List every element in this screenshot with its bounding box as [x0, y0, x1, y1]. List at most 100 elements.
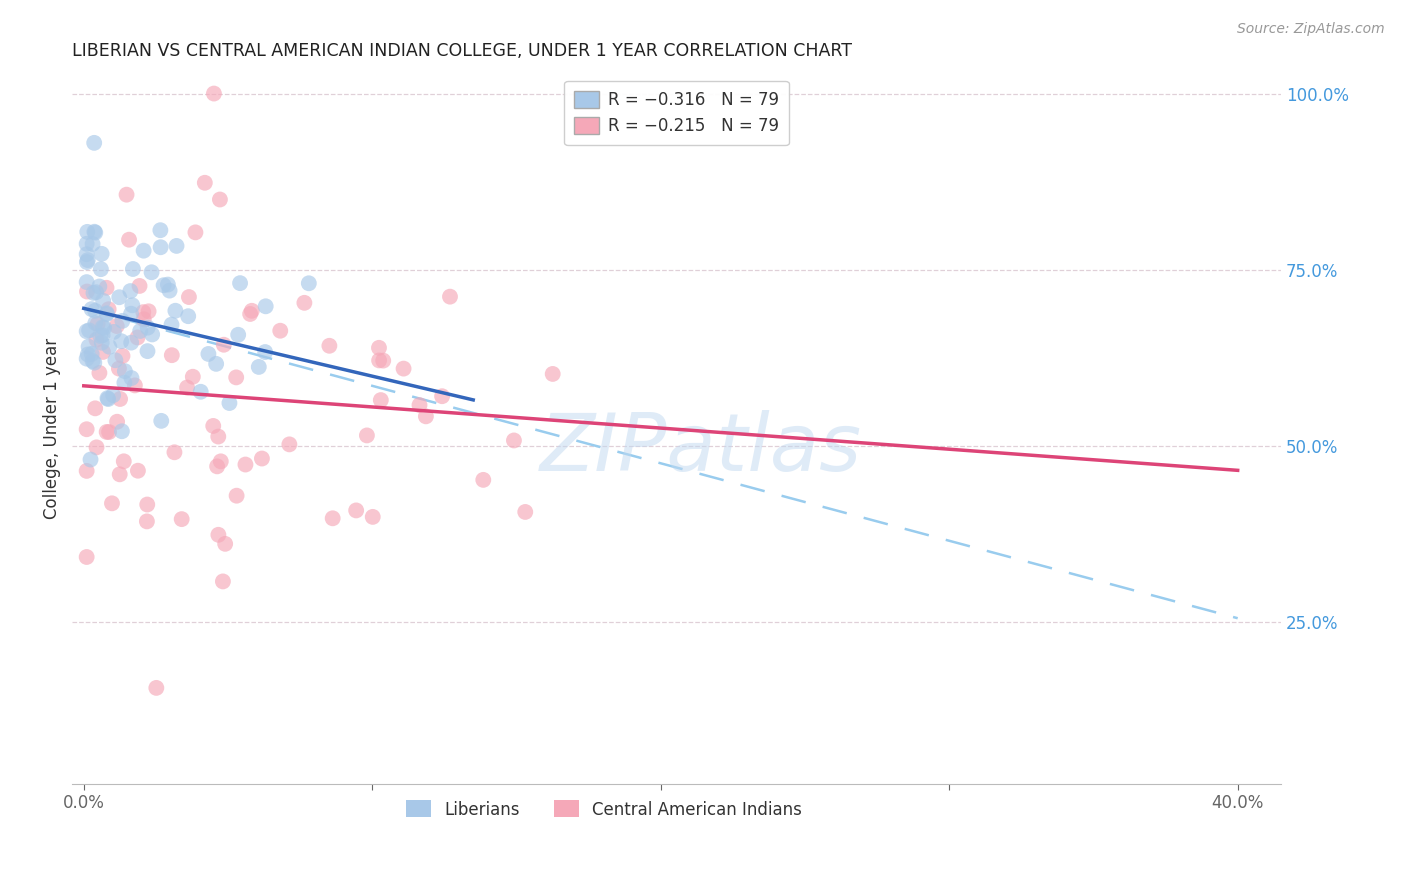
Point	[76, 549, 98, 564]
Point	[84, 285, 107, 300]
Point	[108, 361, 131, 376]
Point	[86, 333, 108, 347]
Point	[84, 316, 107, 330]
Point	[76, 285, 98, 299]
Point	[76, 351, 98, 366]
Point	[170, 512, 193, 526]
Point	[239, 307, 262, 321]
Point	[76, 324, 98, 338]
Point	[121, 298, 143, 312]
Point	[76, 255, 98, 269]
Point	[93, 320, 115, 334]
Point	[111, 349, 134, 363]
Point	[84, 303, 107, 318]
Point	[76, 464, 98, 478]
Point	[105, 318, 128, 333]
Y-axis label: College, Under 1 year: College, Under 1 year	[44, 337, 60, 518]
Point	[190, 384, 212, 399]
Point	[145, 681, 167, 695]
Point	[132, 305, 155, 319]
Point	[96, 425, 118, 439]
Point	[515, 505, 537, 519]
Text: LIBERIAN VS CENTRAL AMERICAN INDIAN COLLEGE, UNDER 1 YEAR CORRELATION CHART: LIBERIAN VS CENTRAL AMERICAN INDIAN COLL…	[72, 42, 852, 60]
Point	[205, 459, 228, 474]
Point	[176, 380, 198, 394]
Point	[89, 366, 111, 380]
Point	[247, 359, 270, 374]
Point	[373, 353, 395, 368]
Point	[80, 347, 103, 361]
Text: ZIPatlas: ZIPatlas	[540, 410, 862, 489]
Point	[101, 388, 124, 402]
Point	[207, 429, 229, 443]
Point	[141, 265, 163, 279]
Point	[159, 284, 181, 298]
Point	[430, 389, 453, 403]
Point	[141, 327, 163, 342]
Point	[82, 236, 104, 251]
Point	[205, 357, 228, 371]
Point	[101, 496, 124, 510]
Point	[96, 281, 118, 295]
Point	[160, 348, 183, 362]
Point	[86, 441, 108, 455]
Point	[84, 401, 107, 416]
Point	[120, 335, 142, 350]
Point	[96, 307, 118, 321]
Point	[76, 253, 98, 268]
Point	[149, 240, 172, 254]
Point	[112, 454, 135, 468]
Point	[91, 320, 114, 334]
Point	[163, 445, 186, 459]
Point	[197, 347, 219, 361]
Point	[368, 353, 391, 368]
Point	[127, 464, 149, 478]
Point	[202, 87, 225, 101]
Point	[132, 312, 155, 326]
Point	[235, 458, 257, 472]
Point	[83, 136, 105, 150]
Point	[136, 344, 159, 359]
Point	[152, 278, 174, 293]
Point	[76, 275, 98, 289]
Point	[76, 236, 98, 251]
Point	[208, 193, 231, 207]
Point	[111, 314, 134, 328]
Point	[91, 328, 114, 343]
Point	[177, 309, 200, 323]
Point	[214, 537, 236, 551]
Point	[250, 451, 273, 466]
Point	[269, 324, 291, 338]
Point	[91, 293, 114, 308]
Point	[292, 295, 315, 310]
Point	[136, 320, 159, 334]
Point	[541, 367, 564, 381]
Point	[82, 285, 104, 300]
Point	[202, 419, 225, 434]
Point	[76, 422, 98, 436]
Point	[89, 279, 111, 293]
Point	[77, 323, 100, 337]
Point	[503, 434, 526, 448]
Point	[150, 414, 173, 428]
Point	[90, 335, 112, 350]
Text: Source: ZipAtlas.com: Source: ZipAtlas.com	[1237, 22, 1385, 37]
Point	[96, 391, 118, 405]
Point	[225, 370, 247, 384]
Point	[115, 187, 138, 202]
Point	[84, 226, 107, 240]
Point	[136, 498, 159, 512]
Point	[212, 574, 235, 589]
Point	[124, 378, 146, 392]
Point	[104, 353, 127, 368]
Point	[118, 233, 141, 247]
Point	[120, 307, 142, 321]
Point	[82, 354, 104, 368]
Point	[129, 324, 152, 338]
Point	[194, 176, 217, 190]
Point	[166, 239, 188, 253]
Point	[165, 303, 187, 318]
Point	[128, 279, 150, 293]
Point	[110, 334, 132, 349]
Point	[89, 329, 111, 343]
